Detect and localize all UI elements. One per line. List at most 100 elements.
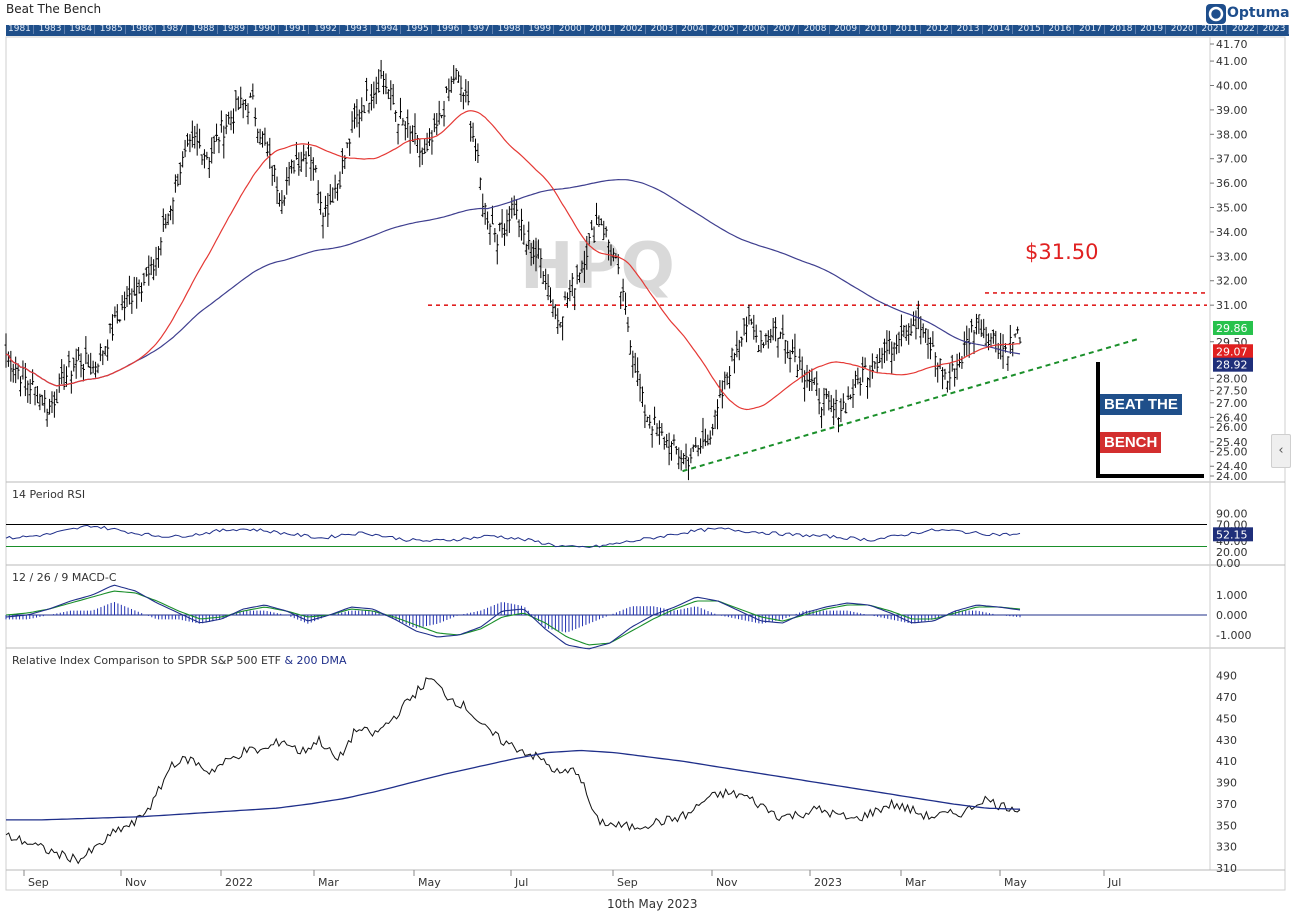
year-label[interactable]: 1984 [69,25,96,34]
x-tick-label: 2022 [225,876,253,889]
y-tick-label: 26.40 [1216,411,1248,424]
year-label[interactable]: 1999 [528,25,555,34]
x-tick-label: May [418,876,441,889]
year-label[interactable]: 2006 [742,25,769,34]
y-tick-label: 26.00 [1216,421,1248,434]
year-label[interactable]: 1996 [436,25,463,34]
year-label[interactable]: 1990 [253,25,279,34]
macd-title: 12 / 26 / 9 MACD-C [12,571,117,584]
year-label[interactable]: 2014 [987,25,1014,34]
y-tick-label: 40.00 [1216,79,1248,92]
x-tick-label: 2023 [814,876,842,889]
rsi-title: 14 Period RSI [12,488,85,501]
relative-tick-label: 330 [1216,841,1237,854]
chart-date-label: 10th May 2023 [607,897,698,911]
year-label[interactable]: 1983 [39,25,65,34]
rsi-tick-label: 0.00 [1216,557,1241,570]
beat-the-bench-watermark: BEAT THE BENCH [1096,362,1204,480]
year-label[interactable]: 1985 [100,25,126,34]
year-label[interactable]: 1995 [406,25,432,34]
rsi-tick-label: 20.00 [1216,546,1248,559]
year-label[interactable]: 1998 [498,25,524,34]
macd-tick-label: 0.000 [1216,609,1248,622]
y-tick-label: 41.70 [1216,38,1248,51]
year-label[interactable]: 2005 [712,25,738,34]
year-label[interactable]: 2002 [620,25,646,34]
y-tick-label: 25.40 [1216,436,1248,449]
year-label[interactable]: 2023 [1263,25,1289,34]
year-label[interactable]: 2022 [1232,25,1258,34]
year-label[interactable]: 2015 [1018,25,1044,34]
year-label[interactable]: 2001 [589,25,616,34]
rsi-last-tag [1213,527,1253,542]
year-label[interactable]: 2010 [865,25,891,34]
macd-line [5,584,1021,650]
resistance-label: $31.50 [1025,240,1098,264]
year-label[interactable]: 2012 [926,25,952,34]
x-tick-label: Mar [905,876,926,889]
year-label[interactable]: 1994 [375,25,402,34]
year-label[interactable]: 2017 [1079,25,1105,34]
year-label[interactable]: 2013 [957,25,983,34]
year-label[interactable]: 2020 [1171,25,1197,34]
x-tick-label: Jul [1107,876,1121,889]
chart-frame [5,36,1286,891]
year-label[interactable]: 2004 [681,25,708,34]
year-label[interactable]: 2019 [1140,25,1167,34]
watermark-bracket-left [1096,362,1100,478]
year-label[interactable]: 2000 [559,25,585,34]
year-label[interactable]: 1989 [222,25,249,34]
rsi-line [5,524,1021,549]
watermark-line-2: BENCH [1100,432,1162,453]
last-value-tag [1213,357,1253,372]
page-title: Beat The Bench [6,2,102,16]
sma-200-line [5,178,1021,387]
year-label[interactable]: 2009 [834,25,861,34]
last-value-tag-label: 29.07 [1216,345,1248,358]
y-tick-label: 24.40 [1216,460,1248,473]
x-tick-label: Nov [716,876,738,889]
y-tick-label: 27.00 [1216,397,1248,410]
year-label[interactable]: 1988 [192,25,218,34]
year-label[interactable]: 1993 [345,25,371,34]
year-label[interactable]: 2018 [1110,25,1136,34]
year-label[interactable]: 2021 [1201,25,1228,34]
optuma-logo: Optuma [1205,3,1290,25]
relative-tick-label: 410 [1216,755,1237,768]
year-label[interactable]: 1992 [314,25,340,34]
year-label[interactable]: 1986 [130,25,157,34]
watermark-bracket-bottom [1096,474,1204,478]
year-label[interactable]: 2003 [651,25,677,34]
y-tick-label: 36.00 [1216,177,1248,190]
y-tick-label: 28.00 [1216,372,1248,385]
rsi-tick-label: 90.00 [1216,508,1248,521]
year-label[interactable]: 1981 [8,25,34,34]
last-value-tag-label: 29.86 [1216,322,1248,335]
year-timeline-bar[interactable]: 1981 1983 1984 1985 1986 1987 1988 1989 1990 1991… [6,25,1289,36]
y-tick-label: 32.00 [1216,275,1248,288]
panel-collapse-toggle[interactable]: ‹ [1271,434,1291,468]
x-tick-label: Sep [617,876,638,889]
year-label[interactable]: 2011 [895,25,922,34]
relative-tick-label: 370 [1216,798,1237,811]
year-label[interactable]: 1997 [467,25,493,34]
year-label[interactable]: 1991 [283,25,310,34]
year-label[interactable]: 2007 [773,25,799,34]
relative-tick-label: 490 [1216,670,1237,683]
y-tick-label: 41.00 [1216,55,1248,68]
year-label[interactable]: 2016 [1048,25,1075,34]
macd-histogram [5,602,1021,633]
year-label[interactable]: 1987 [161,25,187,34]
x-tick-label: Mar [318,876,339,889]
macd-signal-line [5,590,1021,646]
sma-50-line [5,110,1021,411]
relative-tick-label: 450 [1216,712,1237,725]
relative-title-suffix: & 200 DMA [284,654,347,667]
support-trendline [682,338,1138,473]
year-label[interactable]: 2008 [804,25,830,34]
y-tick-label: 33.00 [1216,250,1248,263]
y-tick-label: 34.00 [1216,226,1248,239]
relative-tick-label: 470 [1216,691,1237,704]
y-tick-label: 37.00 [1216,153,1248,166]
